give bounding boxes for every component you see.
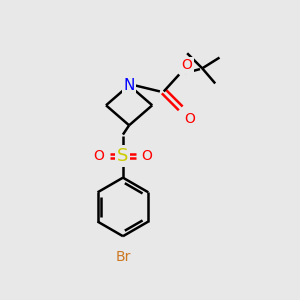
Text: Br: Br (115, 250, 130, 264)
Text: N: N (123, 78, 135, 93)
Text: O: O (94, 149, 104, 163)
Text: O: O (184, 112, 195, 126)
Text: O: O (182, 58, 192, 72)
Text: S: S (117, 147, 129, 165)
Text: O: O (141, 149, 152, 163)
